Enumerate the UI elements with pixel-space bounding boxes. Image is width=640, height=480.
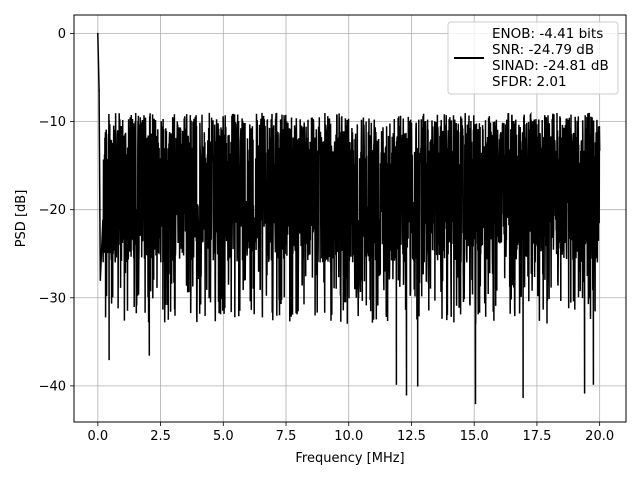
- notable-point: [98, 89, 100, 92]
- notable-point: [583, 392, 586, 394]
- y-tick-label: −30: [39, 291, 66, 306]
- x-tick-label: 12.5: [397, 429, 426, 444]
- y-tick-label: −20: [39, 203, 66, 218]
- plot-frame: [73, 14, 627, 423]
- notable-point: [592, 383, 595, 385]
- legend-sinad: SINAD: -24.81 dB: [492, 58, 609, 74]
- notable-point: [416, 385, 419, 387]
- notable-point: [405, 393, 408, 396]
- x-tick-label: 17.5: [522, 429, 551, 444]
- legend-snr: SNR: -24.79 dB: [492, 42, 594, 58]
- y-ticks: 0 −10 −20 −30 −40: [39, 27, 74, 394]
- notable-point: [99, 279, 102, 281]
- legend-enob: ENOB: -4.41 bits: [492, 26, 603, 42]
- x-tick-label: 20.0: [585, 429, 614, 444]
- series-layer: [97, 32, 601, 405]
- legend-sfdr: SFDR: 2.01: [492, 74, 567, 90]
- y-axis-label: PSD [dB]: [14, 190, 29, 248]
- notable-point: [395, 383, 398, 385]
- x-tick-label: 15.0: [460, 429, 489, 444]
- legend: ENOB: -4.41 bits SNR: -24.79 dB SINAD: -…: [447, 21, 619, 95]
- legend-box: [447, 21, 619, 95]
- x-tick-label: 5.0: [213, 429, 234, 444]
- x-tick-label: 0.0: [87, 429, 108, 444]
- notable-point: [522, 396, 524, 399]
- x-tick-label: 10.0: [334, 429, 363, 444]
- y-tick-label: −40: [39, 379, 66, 394]
- x-axis-label: Frequency [MHz]: [295, 451, 404, 466]
- x-tick-label: 2.5: [150, 429, 171, 444]
- y-tick-label: 0: [58, 27, 66, 42]
- notable-point: [474, 402, 477, 405]
- notable-point: [108, 358, 110, 361]
- x-tick-label: 7.5: [276, 429, 297, 444]
- notable-point: [97, 32, 99, 35]
- y-tick-label: −10: [39, 115, 66, 130]
- notable-point: [148, 354, 151, 356]
- x-ticks: 0.0 2.5 5.0 7.5 10.0 12.5 15.0 17.5 20.0: [87, 422, 614, 444]
- psd-series-line: [97, 33, 601, 404]
